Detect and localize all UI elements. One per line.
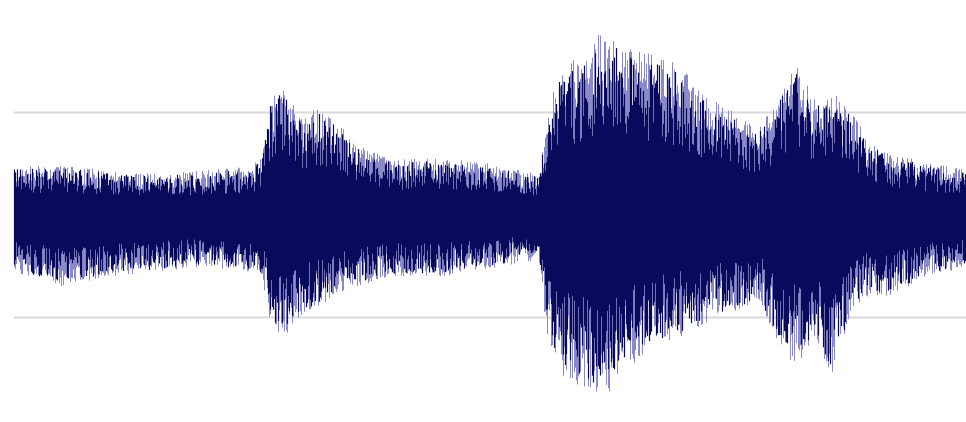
waveform-dark-layer — [13, 47, 966, 383]
